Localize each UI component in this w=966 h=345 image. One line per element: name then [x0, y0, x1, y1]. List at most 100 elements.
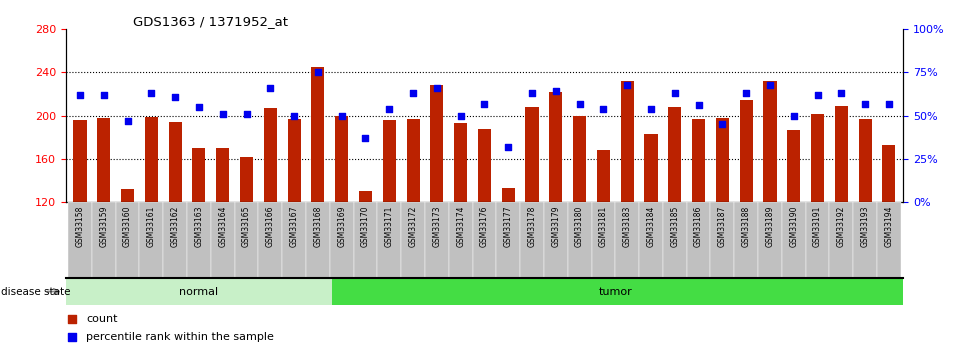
Text: GSM33190: GSM33190 [789, 206, 798, 247]
Text: GSM33174: GSM33174 [456, 206, 466, 247]
Point [64, 334, 79, 340]
FancyBboxPatch shape [758, 202, 781, 278]
Text: normal: normal [180, 287, 218, 296]
FancyBboxPatch shape [378, 202, 401, 278]
FancyBboxPatch shape [68, 202, 92, 278]
FancyBboxPatch shape [497, 202, 520, 278]
Text: GSM33181: GSM33181 [599, 206, 608, 247]
FancyBboxPatch shape [877, 202, 901, 278]
Bar [335, 116, 348, 202]
Bar [454, 123, 468, 202]
FancyBboxPatch shape [591, 202, 615, 278]
Point [310, 70, 326, 75]
Bar [501, 188, 515, 202]
FancyBboxPatch shape [401, 202, 425, 278]
FancyBboxPatch shape [425, 202, 449, 278]
FancyBboxPatch shape [853, 202, 877, 278]
Point [191, 104, 207, 110]
FancyBboxPatch shape [187, 202, 211, 278]
FancyBboxPatch shape [329, 202, 354, 278]
Text: GSM33169: GSM33169 [337, 206, 346, 247]
FancyBboxPatch shape [449, 202, 472, 278]
Point [286, 113, 301, 118]
FancyBboxPatch shape [163, 202, 187, 278]
Text: GSM33167: GSM33167 [290, 206, 298, 247]
FancyBboxPatch shape [259, 202, 282, 278]
Bar [811, 115, 824, 202]
FancyBboxPatch shape [615, 202, 639, 278]
Bar [478, 128, 491, 202]
Bar [550, 92, 562, 202]
Text: GSM33170: GSM33170 [361, 206, 370, 247]
Bar [882, 145, 895, 202]
Bar [407, 119, 419, 202]
Bar [835, 106, 848, 202]
Text: GSM33166: GSM33166 [266, 206, 274, 247]
Point [239, 111, 254, 117]
Point [263, 85, 278, 91]
Text: GSM33185: GSM33185 [670, 206, 679, 247]
Bar [716, 118, 729, 202]
FancyBboxPatch shape [710, 202, 734, 278]
Bar [621, 81, 634, 202]
FancyBboxPatch shape [544, 202, 568, 278]
Bar [121, 189, 134, 202]
Bar [573, 116, 586, 202]
Bar [240, 157, 253, 202]
Bar [644, 134, 658, 202]
Point [406, 90, 421, 96]
Point [810, 92, 825, 98]
FancyBboxPatch shape [639, 202, 663, 278]
Text: GSM33176: GSM33176 [480, 206, 489, 247]
Bar [763, 81, 777, 202]
Text: GSM33158: GSM33158 [75, 206, 84, 247]
Bar [692, 119, 705, 202]
Text: GSM33188: GSM33188 [742, 206, 751, 247]
Point [858, 101, 873, 106]
FancyBboxPatch shape [332, 278, 913, 305]
Text: GSM33172: GSM33172 [409, 206, 417, 247]
Text: tumor: tumor [598, 287, 632, 296]
Text: GSM33192: GSM33192 [837, 206, 846, 247]
Text: GSM33163: GSM33163 [194, 206, 204, 247]
FancyBboxPatch shape [306, 202, 329, 278]
Text: GSM33165: GSM33165 [242, 206, 251, 247]
Point [477, 101, 493, 106]
Text: GSM33189: GSM33189 [765, 206, 775, 247]
Text: GSM33159: GSM33159 [99, 206, 108, 247]
Point [738, 90, 753, 96]
Text: GSM33164: GSM33164 [218, 206, 227, 247]
Text: GSM33184: GSM33184 [646, 206, 656, 247]
Point [334, 113, 350, 118]
Point [96, 92, 111, 98]
FancyBboxPatch shape [734, 202, 758, 278]
Text: GSM33179: GSM33179 [552, 206, 560, 247]
FancyBboxPatch shape [663, 202, 687, 278]
Point [453, 113, 469, 118]
Point [596, 106, 611, 111]
FancyBboxPatch shape [66, 278, 332, 305]
Point [64, 316, 79, 322]
Text: GSM33178: GSM33178 [527, 206, 536, 247]
Bar [311, 67, 325, 202]
Bar [430, 85, 443, 202]
Point [619, 82, 635, 87]
Bar [98, 118, 110, 202]
FancyBboxPatch shape [282, 202, 306, 278]
Bar [216, 148, 229, 202]
FancyBboxPatch shape [116, 202, 139, 278]
FancyBboxPatch shape [830, 202, 853, 278]
Point [357, 135, 373, 141]
Text: GSM33171: GSM33171 [384, 206, 394, 247]
Bar [787, 130, 800, 202]
Point [429, 85, 444, 91]
Text: GSM33168: GSM33168 [313, 206, 323, 247]
Bar [859, 119, 871, 202]
Point [834, 90, 849, 96]
FancyBboxPatch shape [235, 202, 259, 278]
FancyBboxPatch shape [211, 202, 235, 278]
Bar [169, 122, 182, 202]
Point [72, 92, 88, 98]
FancyBboxPatch shape [568, 202, 591, 278]
Bar [526, 107, 539, 202]
